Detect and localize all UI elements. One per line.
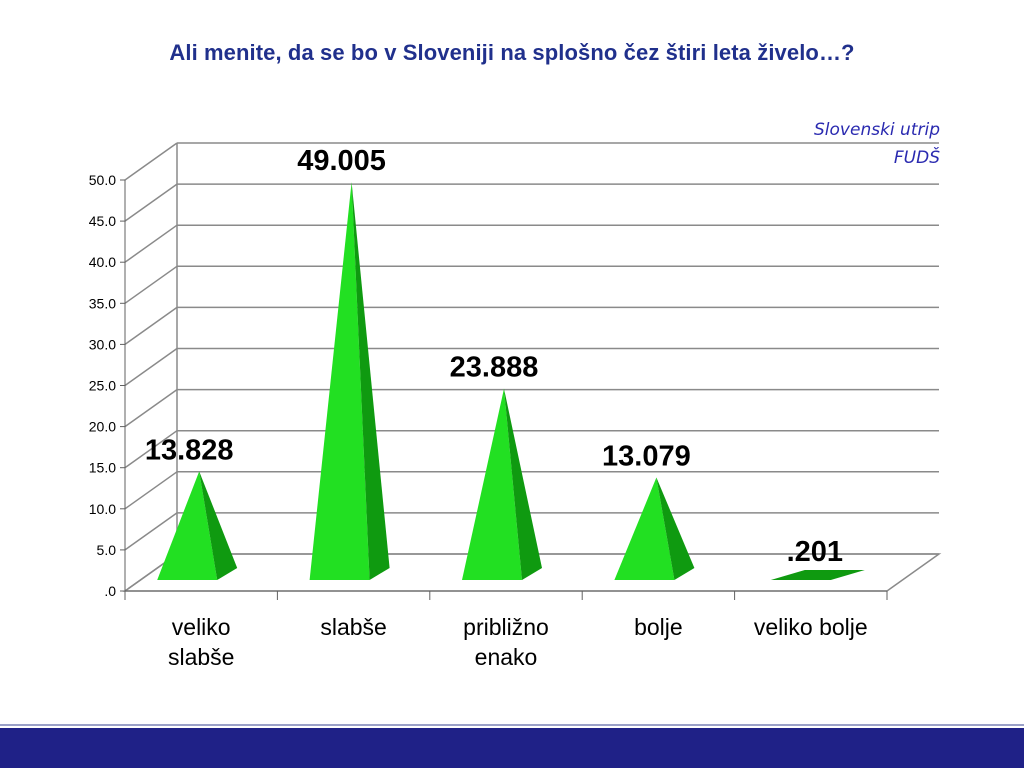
pyramid-bar-chart: .0 5.0 10.0 15.0 20.0 25.0 30.0 35.0 40.0 45.0 50.… xyxy=(89,142,942,670)
category-label: veliko bolje xyxy=(754,614,868,640)
pyramid-slab xyxy=(770,570,865,580)
labels: 13.828 veliko slabše 49.005 slabše 23.888 prib… xyxy=(145,145,868,670)
y-tick-label: .0 xyxy=(104,583,116,599)
category-label: slabše xyxy=(168,644,234,670)
category-label: slabše xyxy=(320,614,386,640)
category-label: bolje xyxy=(634,614,683,640)
y-tick-label: 45.0 xyxy=(89,213,116,229)
source-line-2: FUDŠ xyxy=(893,148,940,168)
footer-bar xyxy=(0,728,1024,768)
pyramid-bar xyxy=(462,388,542,580)
gridline-diagonal xyxy=(124,224,178,263)
source-label: Slovenski utrip FUDŠ xyxy=(814,116,940,172)
gridline-diagonal xyxy=(124,471,178,510)
gridline-diagonal xyxy=(124,183,178,222)
pyramid-bar xyxy=(309,182,390,580)
category-label: veliko xyxy=(172,614,231,640)
gridline-diagonal xyxy=(124,347,178,387)
y-tick-label: 30.0 xyxy=(89,336,116,352)
value-label: 13.828 xyxy=(145,434,234,466)
chart-title: Ali menite, da se bo v Sloveniji na splo… xyxy=(169,40,855,65)
y-tick-label: 5.0 xyxy=(97,542,117,558)
pyramid-front-face xyxy=(614,477,675,580)
pyramid-side-face xyxy=(504,388,542,580)
pyramid-side-face xyxy=(351,182,390,580)
y-tick-label: 25.0 xyxy=(89,378,116,394)
gridline-diagonal xyxy=(124,388,178,428)
gridline-diagonal xyxy=(124,306,178,346)
pyramid-front-face xyxy=(157,471,218,580)
bars xyxy=(157,182,865,580)
pyramid-bar xyxy=(770,570,865,580)
pyramid-bar xyxy=(157,471,238,580)
y-tick-label: 20.0 xyxy=(89,419,116,435)
gridline-diagonal xyxy=(124,512,178,551)
gridline-diagonal xyxy=(124,265,178,304)
category-label: enako xyxy=(475,644,538,670)
value-label: .201 xyxy=(787,536,843,568)
y-tick-label: 15.0 xyxy=(89,460,116,476)
y-tick-label: 10.0 xyxy=(89,501,116,517)
y-tick-label: 40.0 xyxy=(89,254,116,270)
source-line-1: Slovenski utrip xyxy=(814,120,940,140)
value-label: 49.005 xyxy=(297,145,386,177)
pyramid-side-face xyxy=(656,477,695,580)
gridline-diagonal xyxy=(124,142,178,181)
y-tick-label: 35.0 xyxy=(89,295,116,311)
footer-divider xyxy=(0,724,1024,726)
pyramid-front-face xyxy=(309,182,370,580)
value-label: 23.888 xyxy=(450,352,539,384)
y-tick-label: 50.0 xyxy=(89,172,116,188)
category-label: približno xyxy=(463,614,549,640)
gridline-diagonal xyxy=(124,430,178,469)
pyramid-side-face xyxy=(199,471,238,580)
axes: .0 5.0 10.0 15.0 20.0 25.0 30.0 35.0 40.0 45.0 50.… xyxy=(89,172,888,600)
pyramid-bar xyxy=(614,477,695,580)
value-label: 13.079 xyxy=(602,440,691,472)
pyramid-front-face xyxy=(462,388,522,580)
